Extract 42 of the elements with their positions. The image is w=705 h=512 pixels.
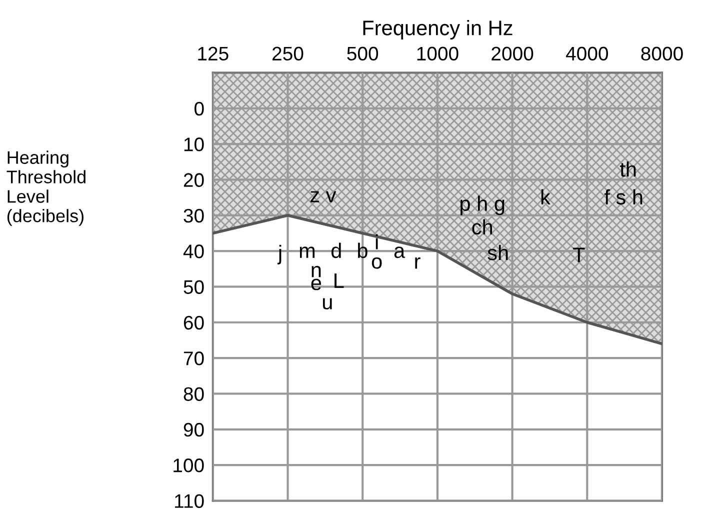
annotation: r bbox=[415, 257, 420, 269]
x-tick-label: 500 bbox=[347, 46, 378, 61]
y-tick-label: 50 bbox=[184, 280, 204, 294]
x-tick-label: 4000 bbox=[566, 46, 608, 61]
y-tick-label: 0 bbox=[194, 102, 204, 116]
x-tick-label: 125 bbox=[198, 46, 228, 61]
x-axis-title: Frequency in Hz bbox=[363, 20, 512, 40]
y-tick-label: 110 bbox=[175, 494, 204, 508]
y-tick-label: 10 bbox=[184, 138, 204, 152]
y-tick-label: 30 bbox=[184, 208, 204, 223]
y-tick-label: 60 bbox=[184, 316, 204, 330]
line-series bbox=[212, 214, 662, 346]
annotation: i bbox=[376, 234, 378, 250]
x-tick-label: 250 bbox=[272, 46, 304, 61]
annotation: m bbox=[300, 246, 315, 258]
y-tick-label: 100 bbox=[174, 458, 204, 472]
annotation: L bbox=[334, 273, 344, 288]
annotation: o bbox=[372, 257, 382, 269]
y-tick-label: 80 bbox=[184, 387, 204, 401]
y-tick-label: 90 bbox=[184, 422, 204, 437]
annotation: e bbox=[311, 278, 322, 290]
annotation: z v bbox=[310, 191, 336, 202]
annotation: u bbox=[322, 298, 332, 310]
y-tick-label: 40 bbox=[183, 244, 204, 258]
annotation: n bbox=[312, 266, 321, 278]
annotation: sh bbox=[488, 244, 508, 260]
annotation: T bbox=[573, 248, 585, 262]
x-tick-label: 8000 bbox=[641, 46, 683, 61]
annotation: j bbox=[277, 244, 282, 264]
annotation: b bbox=[358, 242, 368, 258]
annotation: ch bbox=[472, 219, 492, 235]
annotation: k bbox=[541, 189, 550, 204]
annotation: p h g bbox=[460, 196, 504, 216]
annotation: d bbox=[331, 242, 341, 258]
y-axis-title: Hearing Threshold Level (decibels) bbox=[6, 150, 86, 226]
x-tick-label: 1000 bbox=[417, 46, 458, 61]
y-tick-label: 20 bbox=[184, 173, 204, 187]
annotation: a bbox=[394, 246, 406, 258]
annotation: th bbox=[620, 161, 636, 177]
x-tick-label: 2000 bbox=[492, 46, 534, 61]
annotation: f s h bbox=[604, 189, 642, 205]
y-tick-label: 70 bbox=[184, 352, 204, 366]
